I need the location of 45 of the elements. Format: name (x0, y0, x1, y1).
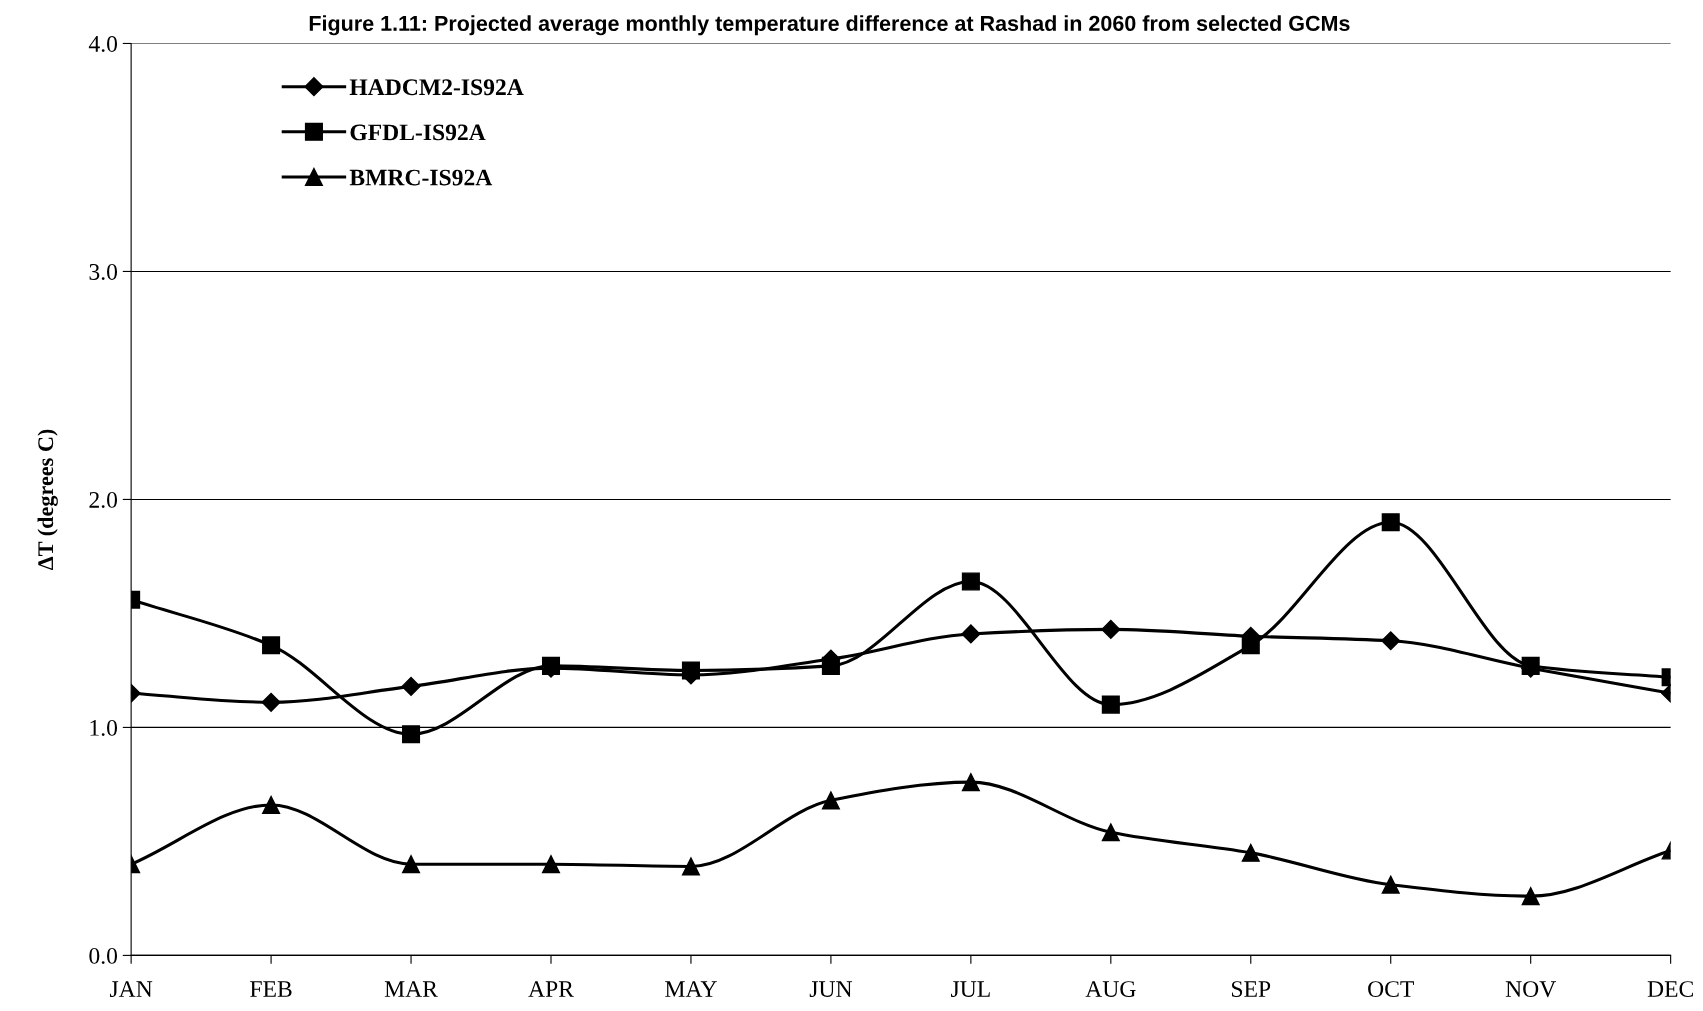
chart-title: Figure 1.11: Projected average monthly temperature difference at Rashad in 2060 from selected GCMs (309, 15, 1350, 36)
point (1521, 887, 1540, 906)
y-tick-label: 0.0 (89, 947, 118, 964)
y-axis-title: ΔT (degrees C) (37, 429, 58, 570)
x-tick-label: OCT (1368, 981, 1414, 998)
x-tick-label: DEC (1647, 981, 1693, 998)
y-tick-label: 1.0 (90, 719, 118, 736)
point (681, 857, 700, 876)
point (1101, 695, 1120, 714)
point (821, 656, 840, 675)
point (961, 572, 980, 591)
point (1381, 631, 1401, 651)
point (961, 624, 981, 644)
point (1101, 823, 1120, 842)
legend-label: HADCM2-IS92A (349, 79, 524, 96)
point (1381, 875, 1400, 894)
point (262, 636, 281, 655)
legend-label: BMRC-IS92A (349, 169, 493, 186)
point (1241, 843, 1260, 862)
y-tick-label: 2.0 (89, 491, 118, 508)
x-tick-label: NOV (1505, 981, 1556, 998)
x-tick-label: MAR (384, 981, 438, 997)
x-tick-label: JUL (951, 981, 990, 998)
legend-label: GFDL-IS92A (350, 124, 486, 141)
x-tick-label: JUN (809, 981, 853, 998)
x-tick-label: MAY (665, 981, 717, 997)
point (821, 791, 840, 810)
x-tick-label: JAN (109, 981, 153, 998)
point (961, 773, 980, 792)
y-tick-label: 3.0 (89, 263, 118, 280)
x-tick-label: SEP (1232, 981, 1271, 998)
point (1241, 636, 1260, 655)
point (402, 725, 421, 744)
point (261, 692, 281, 712)
y-tick-label: 4.0 (88, 35, 118, 52)
x-tick-label: APR (528, 981, 574, 997)
point (541, 855, 561, 874)
point (681, 661, 700, 680)
point (1381, 513, 1400, 532)
x-tick-label: FEB (250, 981, 292, 997)
point (401, 676, 421, 696)
point (1101, 619, 1121, 639)
point (402, 855, 421, 874)
x-tick-label: AUG (1085, 981, 1136, 998)
point (262, 795, 281, 814)
